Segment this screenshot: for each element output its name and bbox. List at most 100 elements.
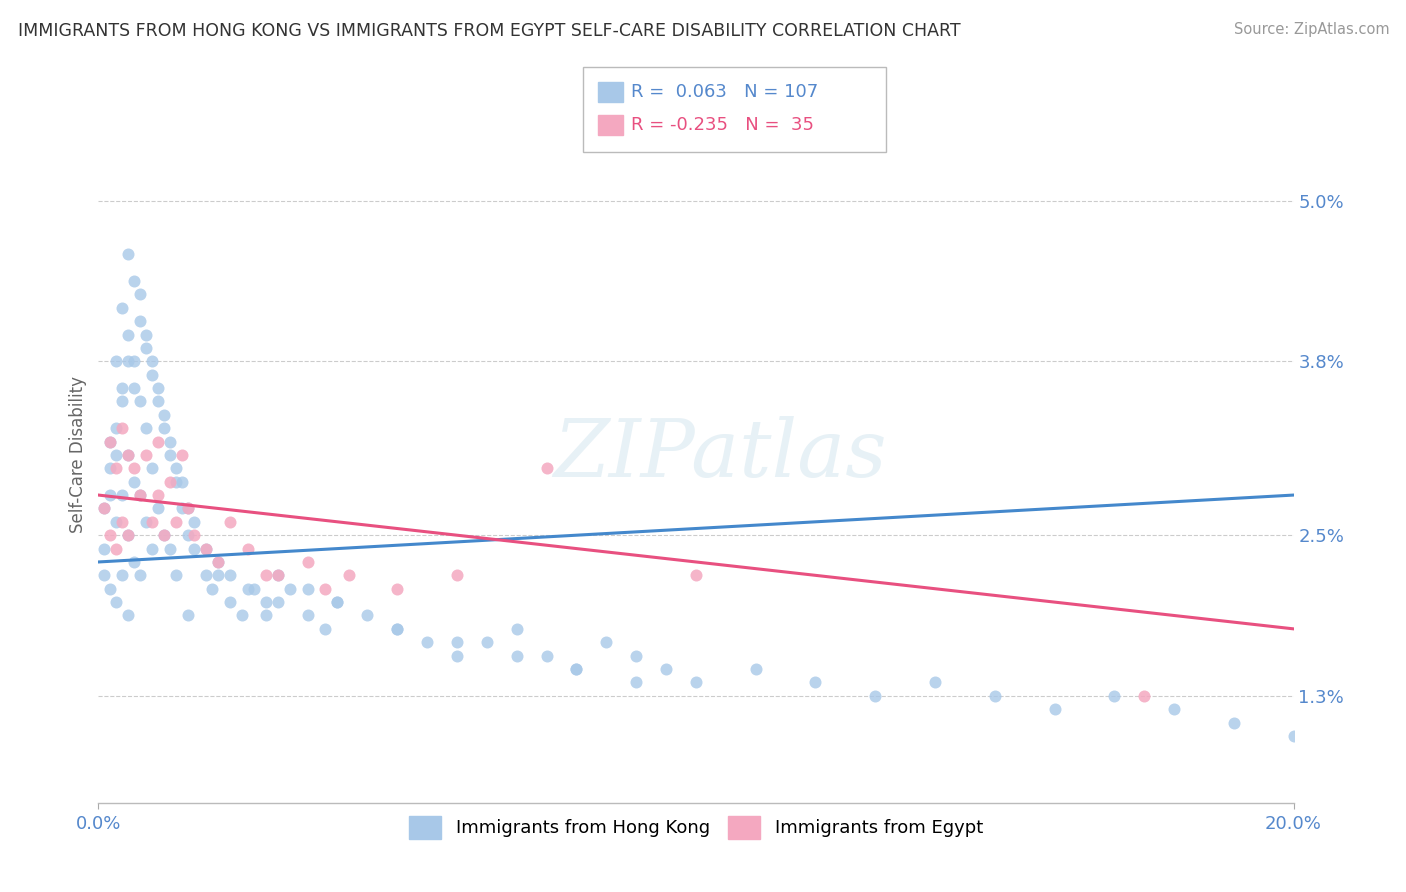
Point (148, 488, 170, 502)
Point (93, 501, 115, 516)
Point (565, 662, 588, 676)
Point (254, 595, 277, 609)
Point (356, 608, 378, 623)
Point (153, 528, 176, 542)
Point (111, 488, 134, 502)
Point (141, 515, 163, 529)
Point (165, 568, 187, 582)
Point (655, 662, 678, 676)
Point (117, 608, 139, 623)
Point (117, 448, 139, 462)
Point (135, 515, 157, 529)
Point (148, 394, 170, 409)
Point (475, 635, 498, 649)
Point (231, 608, 253, 623)
Point (117, 247, 139, 261)
Point (565, 662, 588, 676)
Point (141, 368, 163, 382)
Point (111, 394, 134, 409)
Point (685, 675, 707, 690)
Point (865, 689, 887, 703)
Point (446, 635, 468, 649)
Text: IMMIGRANTS FROM HONG KONG VS IMMIGRANTS FROM EGYPT SELF-CARE DISABILITY CORRELAT: IMMIGRANTS FROM HONG KONG VS IMMIGRANTS … (18, 22, 960, 40)
Point (326, 595, 349, 609)
Point (141, 541, 163, 556)
Point (117, 327, 139, 342)
Point (141, 461, 163, 475)
Point (385, 582, 409, 596)
Point (93, 501, 115, 516)
Point (129, 394, 152, 409)
Point (159, 448, 181, 462)
Point (153, 408, 176, 422)
Point (111, 568, 134, 582)
Point (129, 568, 152, 582)
Point (506, 622, 529, 636)
Point (105, 541, 128, 556)
Point (804, 675, 827, 690)
Point (98, 582, 122, 596)
Point (105, 421, 128, 435)
Point (201, 582, 224, 596)
Point (105, 461, 128, 475)
Point (172, 475, 194, 489)
Point (117, 528, 139, 542)
Point (243, 582, 266, 596)
Text: R =  0.063   N = 107: R = 0.063 N = 107 (631, 83, 818, 101)
Point (626, 648, 648, 663)
Point (165, 515, 187, 529)
Point (124, 475, 146, 489)
Point (159, 434, 181, 449)
Point (1043, 702, 1066, 716)
Point (129, 287, 152, 301)
Point (159, 475, 181, 489)
Point (1223, 715, 1246, 730)
Point (98, 434, 122, 449)
Point (129, 488, 152, 502)
Point (111, 381, 134, 395)
Point (98, 488, 122, 502)
Point (267, 568, 290, 582)
Point (745, 662, 768, 676)
Point (98, 461, 122, 475)
Point (1282, 729, 1305, 743)
Point (172, 501, 194, 516)
Point (177, 501, 200, 516)
Point (183, 515, 205, 529)
Point (177, 608, 200, 623)
Point (117, 354, 139, 368)
Point (626, 675, 648, 690)
Point (1133, 689, 1156, 703)
Point (195, 568, 218, 582)
Point (207, 555, 229, 569)
Point (177, 528, 200, 542)
Point (236, 541, 259, 556)
Point (385, 622, 409, 636)
Point (177, 501, 200, 516)
Point (219, 515, 242, 529)
Point (124, 555, 146, 569)
Point (183, 541, 205, 556)
Point (297, 555, 319, 569)
Point (98, 434, 122, 449)
Point (219, 568, 242, 582)
Point (124, 354, 146, 368)
Point (416, 635, 439, 649)
Point (153, 421, 176, 435)
Point (129, 314, 152, 328)
Point (984, 689, 1007, 703)
Point (278, 582, 301, 596)
Point (1163, 702, 1185, 716)
Point (153, 528, 176, 542)
Point (254, 568, 277, 582)
Point (124, 461, 146, 475)
Point (506, 648, 529, 663)
Point (315, 622, 337, 636)
Point (159, 541, 181, 556)
Point (536, 461, 558, 475)
Point (267, 568, 290, 582)
Point (111, 421, 134, 435)
Point (385, 622, 409, 636)
Point (236, 582, 259, 596)
Point (297, 582, 319, 596)
